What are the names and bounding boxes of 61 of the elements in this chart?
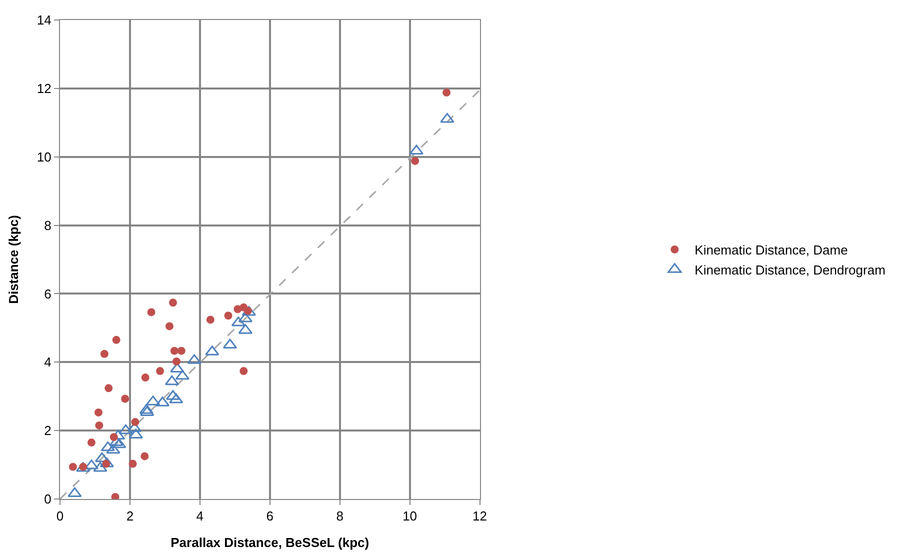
point (76, 462, 90, 472)
point (106, 444, 120, 454)
point (87, 438, 96, 447)
y-tick-label: 8 (44, 218, 52, 233)
point (168, 298, 177, 307)
point (442, 88, 451, 97)
y-axis-title: Distance (kpc) (6, 215, 21, 304)
y-tick-label: 4 (44, 354, 52, 370)
point (131, 418, 140, 426)
x-tick-label: 8 (336, 508, 344, 524)
point (242, 306, 256, 316)
legend-label: Kinematic Distance, Dame (694, 242, 848, 258)
point (68, 487, 82, 498)
x-tick-label: 4 (196, 508, 204, 524)
point (68, 462, 77, 471)
point (147, 308, 156, 316)
point (411, 156, 420, 165)
y-tick-label: 14 (36, 12, 52, 28)
point (95, 421, 104, 430)
point (93, 462, 108, 472)
point (111, 492, 120, 499)
point (440, 112, 454, 123)
y-tick-label: 6 (44, 286, 52, 302)
x-axis-title: Parallax Distance, BeSSeL (kpc) (170, 535, 370, 550)
x-tick-label: 12 (472, 508, 487, 524)
point (206, 316, 214, 324)
y-tick-label: 10 (36, 149, 52, 164)
point (100, 350, 108, 358)
point (100, 441, 116, 452)
point (141, 374, 150, 382)
legend-label: Kinematic Distance, Dendrogram (694, 262, 886, 278)
y-tick-label: 0 (44, 492, 52, 507)
y-tick-label: 12 (36, 80, 52, 96)
point (156, 367, 164, 376)
x-tick-label: 2 (126, 508, 134, 524)
point (128, 460, 137, 468)
point (164, 375, 180, 386)
point (222, 338, 238, 349)
point (177, 346, 186, 355)
point (224, 312, 232, 320)
point (94, 452, 110, 462)
point (104, 384, 113, 392)
point (128, 428, 144, 439)
point (175, 370, 190, 380)
point (172, 357, 180, 366)
point (110, 433, 118, 442)
point (118, 424, 133, 434)
point (238, 312, 252, 322)
point (121, 394, 130, 403)
point (94, 408, 102, 416)
y-tick-label: 2 (44, 423, 52, 438)
point (165, 322, 174, 330)
x-tick-label: 10 (402, 508, 418, 524)
point (240, 367, 248, 376)
x-tick-label: 0 (56, 508, 64, 524)
point (170, 346, 178, 355)
x-tick-label: 6 (266, 508, 274, 524)
point (112, 438, 126, 448)
point (112, 336, 120, 344)
point (409, 144, 424, 155)
point (140, 452, 149, 460)
